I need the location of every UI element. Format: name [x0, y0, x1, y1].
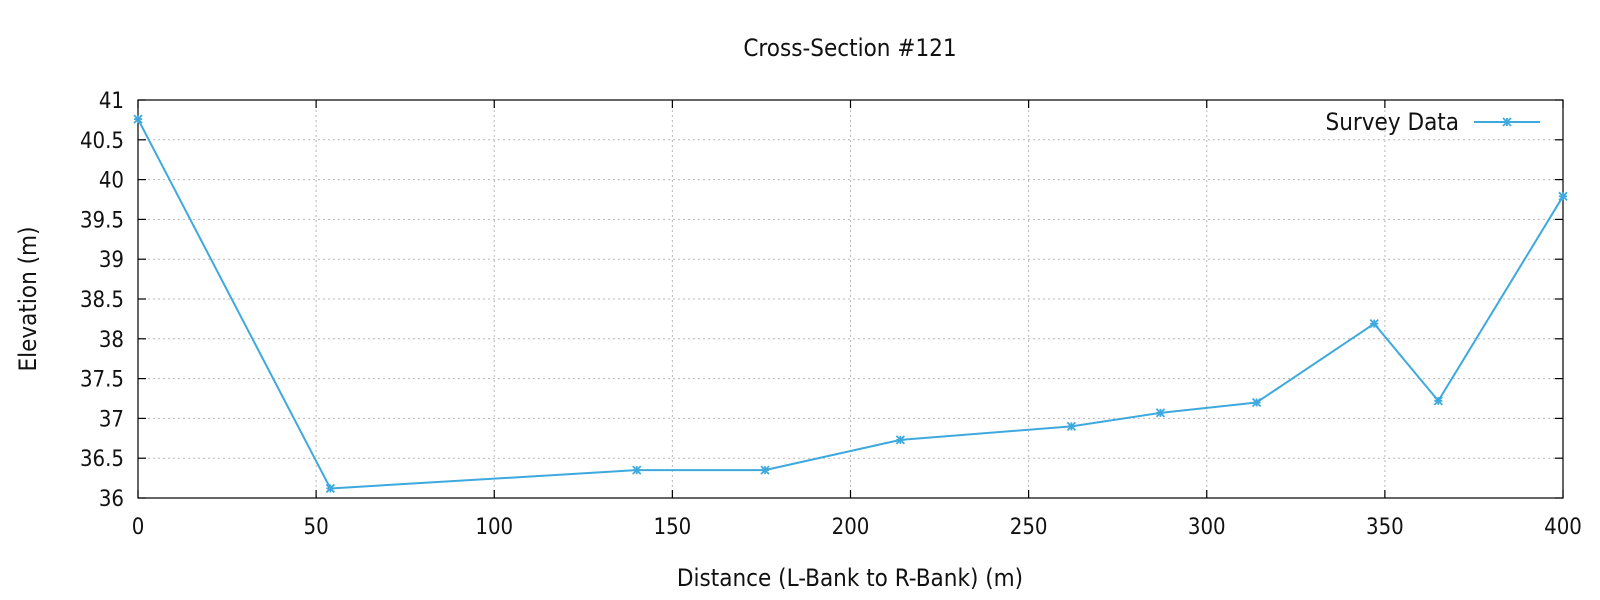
y-tick-label: 39	[99, 248, 124, 273]
x-axis-label: Distance (L-Bank to R-Bank) (m)	[677, 564, 1023, 592]
y-tick-label: 36	[99, 487, 124, 512]
y-axis-label: Elevation (m)	[14, 226, 42, 371]
axis-ticks	[137, 99, 1564, 499]
y-tick-label: 37	[99, 407, 124, 432]
x-tick-label: 100	[475, 515, 513, 540]
data-point	[1433, 396, 1443, 406]
x-tick-label: 200	[832, 515, 870, 540]
data-point	[632, 465, 642, 475]
data-point	[1066, 421, 1077, 431]
x-tick-label: 400	[1544, 515, 1582, 540]
series-line	[137, 118, 1564, 490]
legend-marker	[1502, 117, 1512, 127]
data-point	[1155, 408, 1166, 418]
legend-label: Survey Data	[1325, 108, 1459, 136]
legend: Survey Data	[1325, 108, 1540, 136]
x-tick-label: 50	[304, 515, 329, 540]
y-tick-label: 39.5	[80, 208, 124, 233]
x-tick-label: 350	[1366, 515, 1404, 540]
y-tick-label: 38	[99, 328, 124, 353]
y-tick-label: 36.5	[80, 447, 124, 472]
data-point	[895, 435, 906, 445]
tick-labels: 0 50 100 150 200 250 300 350 400 36 36.5 37 37.5 38 38…	[80, 89, 1582, 540]
y-tick-label: 41	[99, 89, 124, 114]
x-tick-label: 150	[653, 515, 691, 540]
legend-point-marker	[1502, 117, 1512, 127]
data-point	[133, 114, 143, 124]
x-tick-label: 300	[1188, 515, 1226, 540]
data-point	[760, 465, 770, 475]
data-point	[325, 483, 336, 494]
y-tick-label: 37.5	[80, 368, 124, 393]
x-tick-label: 250	[1010, 515, 1048, 540]
y-tick-label: 40	[99, 169, 124, 194]
x-tick-label: 0	[132, 515, 145, 540]
data-point	[1558, 191, 1568, 201]
series-layer	[133, 114, 1568, 494]
y-tick-label: 38.5	[80, 288, 124, 313]
data-point	[1369, 319, 1379, 329]
grid-lines	[138, 100, 1563, 498]
data-point	[1251, 397, 1262, 408]
chart-title: Cross-Section #121	[743, 34, 956, 62]
y-tick-label: 40.5	[80, 129, 124, 154]
